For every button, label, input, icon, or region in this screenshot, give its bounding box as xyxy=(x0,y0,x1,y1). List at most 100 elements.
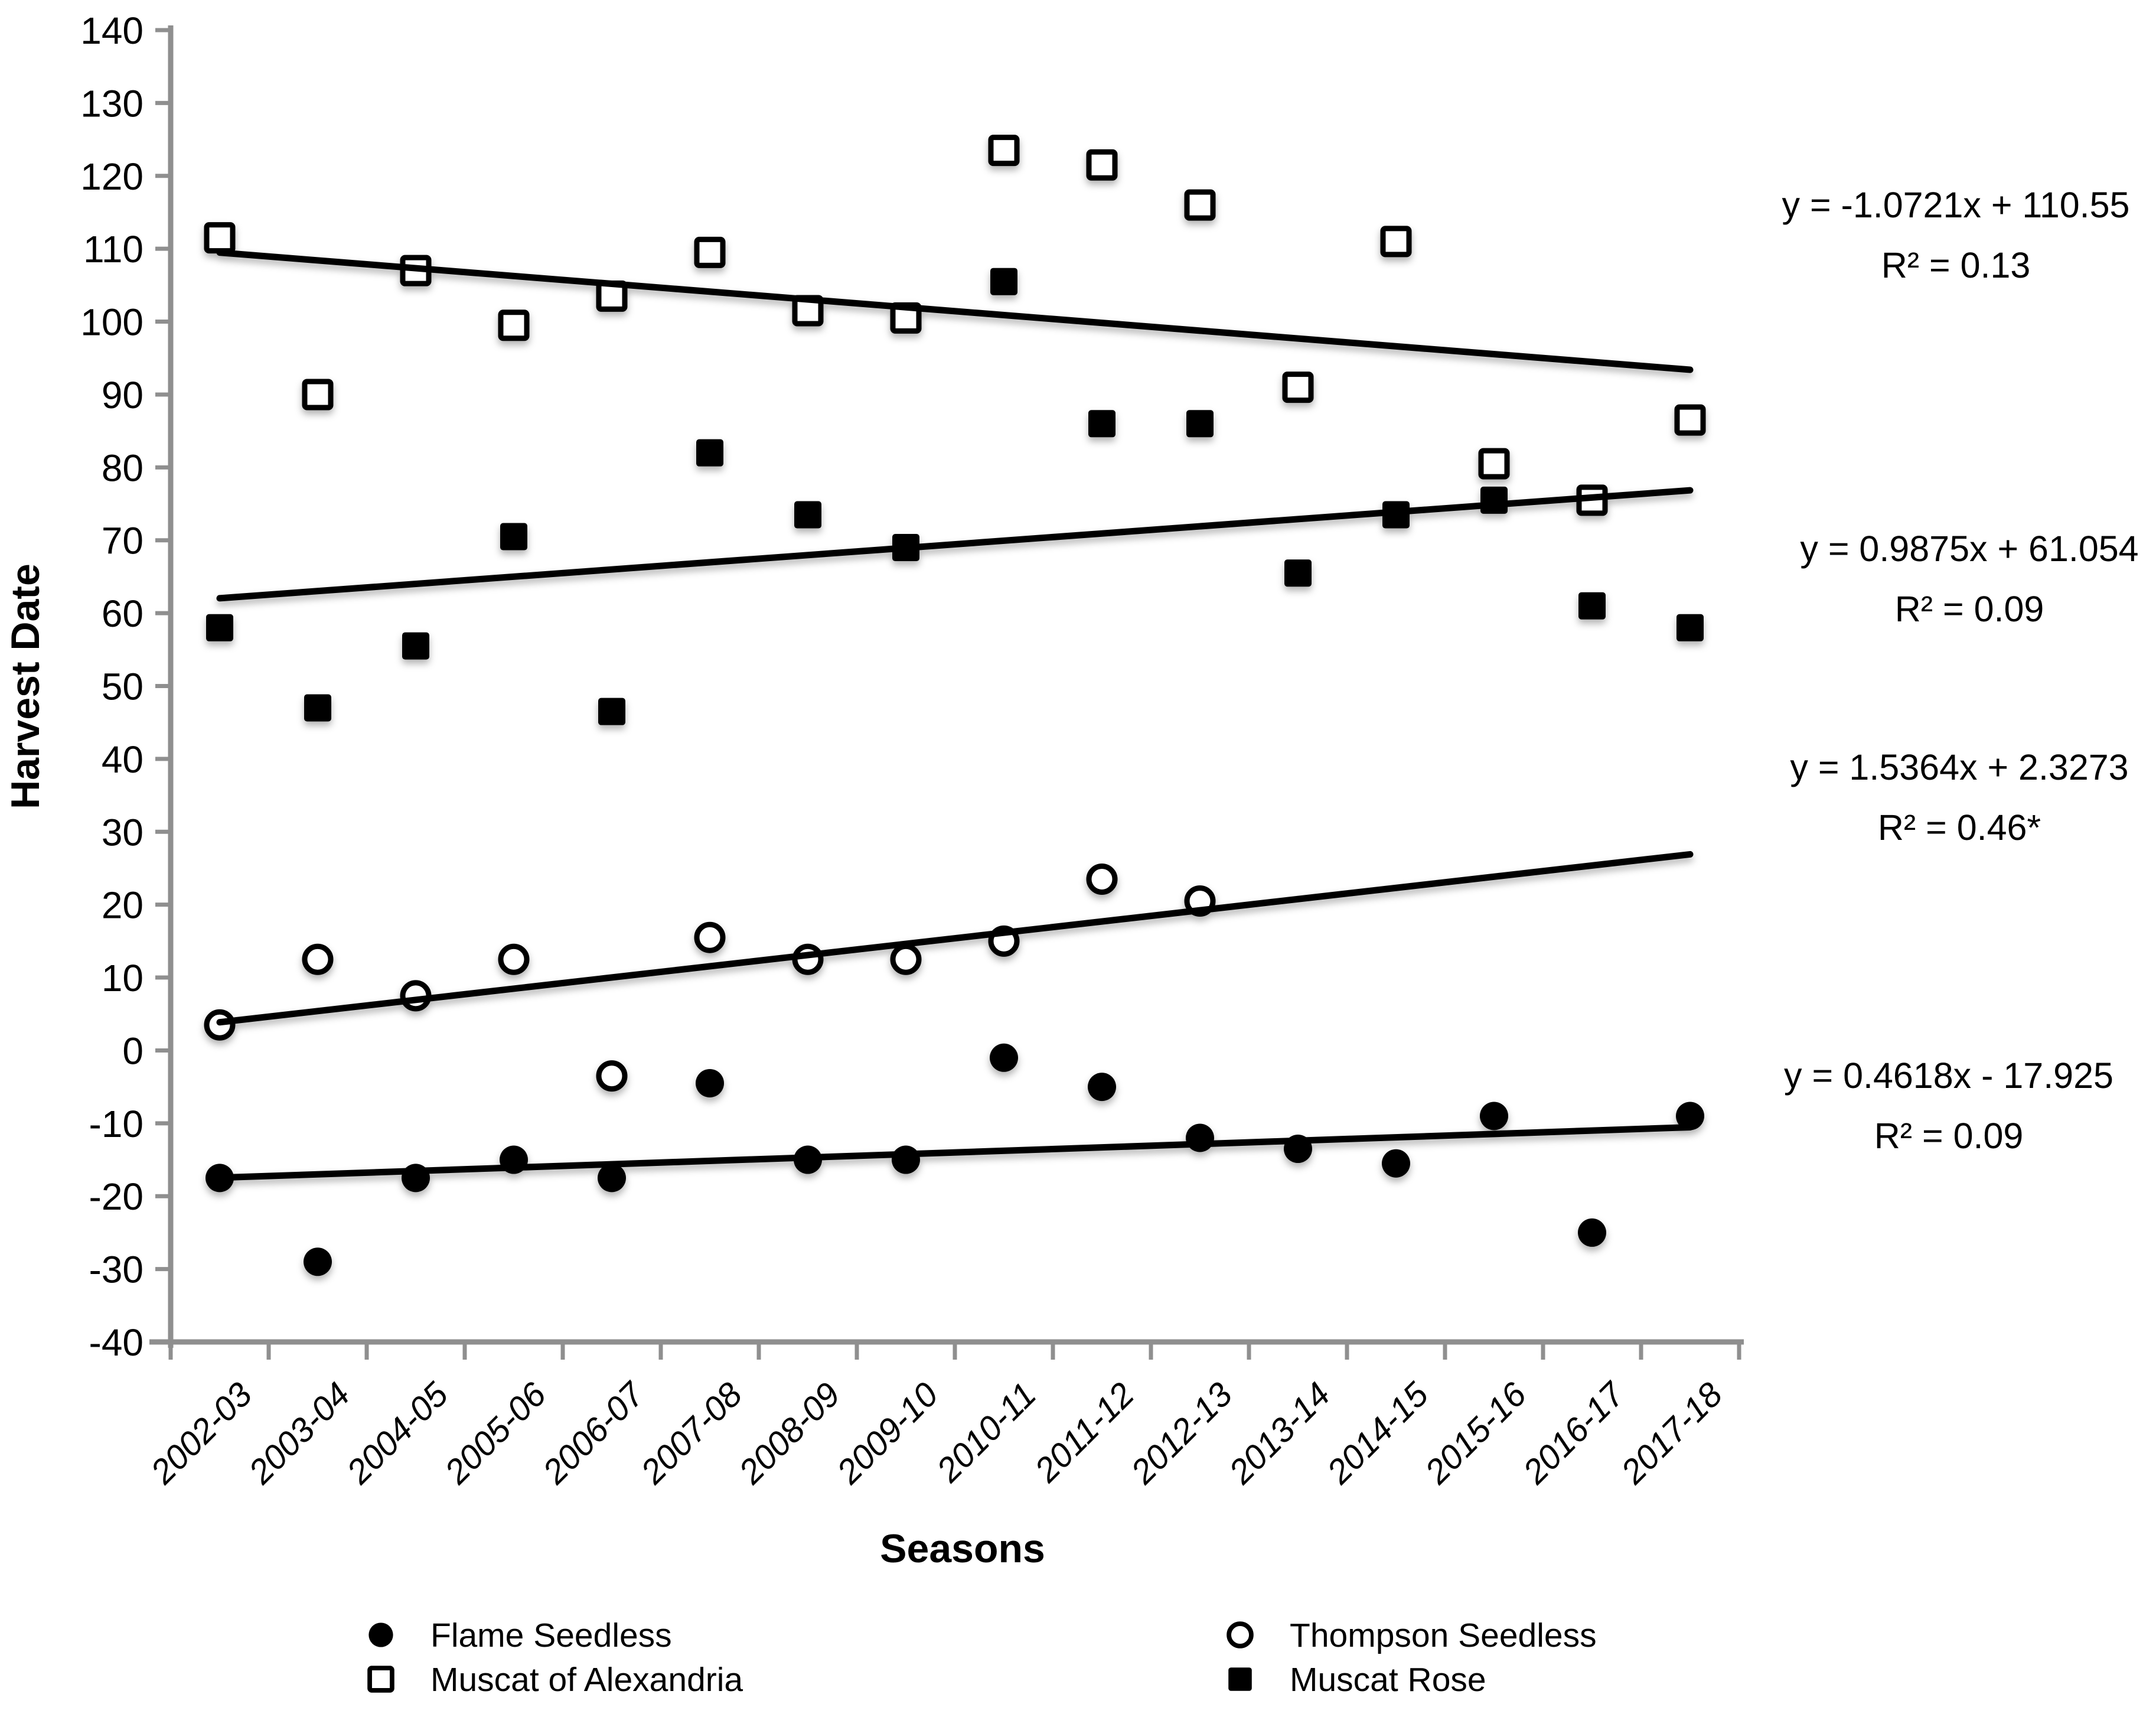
equation-text: y = 1.5364x + 2.3273 xyxy=(1790,747,2128,787)
x-tick-label: 2004-05 xyxy=(339,1375,456,1492)
equation-r2: R² = 0.46* xyxy=(1878,807,2041,848)
equation-r2: R² = 0.13 xyxy=(1881,245,2031,285)
legend-label: Muscat of Alexandria xyxy=(430,1661,743,1699)
marker-muscat-rose-2003-04 xyxy=(304,694,331,722)
trendline-muscat-rose xyxy=(216,487,1694,602)
marker-thompson-seedless-2007-08 xyxy=(694,921,726,953)
x-tick-label: 2005-06 xyxy=(437,1375,554,1492)
marker-thompson-seedless-2011-12 xyxy=(1086,863,1118,895)
y-tick-label: 60 xyxy=(102,592,143,635)
legend: Flame Seedless Thompson Seedless Muscat of… xyxy=(367,1617,1597,1699)
marker-muscat-rose-2005-06 xyxy=(500,523,527,550)
axes: 1401301201101009080706050403020100-10-20… xyxy=(80,9,1744,1491)
equation-r2: R² = 0.09 xyxy=(1874,1116,2024,1156)
y-tick-label: 80 xyxy=(102,447,143,489)
x-axis-title: Seasons xyxy=(880,1526,1045,1571)
marker-muscat-rose-2013-14 xyxy=(1284,559,1312,587)
x-tick-label: 2011-12 xyxy=(1027,1375,1141,1490)
legend-item-muscat-of-alexandria: Muscat of Alexandria xyxy=(367,1661,743,1699)
x-tick-label: 2002-03 xyxy=(143,1375,259,1491)
marker-flame-seedless-2009-10 xyxy=(892,1145,920,1174)
marker-muscat-rose-2008-09 xyxy=(794,501,821,529)
marker-muscat-rose-2007-08 xyxy=(696,439,723,467)
equation-flame-seedless: y = 0.4618x - 17.925 R² = 0.09 xyxy=(1784,1055,2113,1156)
equation-thompson-seedless: y = 1.5364x + 2.3273 R² = 0.46* xyxy=(1790,747,2128,848)
y-tick-label: 110 xyxy=(83,228,143,271)
series-muscat-of-alexandria xyxy=(204,135,1706,516)
marker-muscat-of-alexandria-2011-12 xyxy=(1086,149,1118,181)
y-tick-label: 30 xyxy=(102,811,143,853)
marker-muscat-rose-2004-05 xyxy=(402,632,429,660)
marker-muscat-rose-2006-07 xyxy=(598,698,625,725)
equation-text: y = 0.9875x + 61.054 xyxy=(1800,529,2138,569)
marker-muscat-rose-2012-13 xyxy=(1186,410,1214,438)
marker-flame-seedless-2017-18 xyxy=(1676,1102,1704,1130)
legend-item-flame-seedless: Flame Seedless xyxy=(368,1617,672,1654)
y-tick-label: 70 xyxy=(102,520,143,562)
marker-muscat-of-alexandria-2014-15 xyxy=(1380,226,1412,258)
x-tick-label: 2015-16 xyxy=(1417,1375,1534,1492)
y-axis-title: Harvest Date xyxy=(3,563,48,809)
y-tick-label: 20 xyxy=(102,884,143,927)
marker-flame-seedless-2007-08 xyxy=(696,1068,724,1097)
y-tick-label: 130 xyxy=(80,82,143,125)
legend-item-muscat-rose: Muscat Rose xyxy=(1228,1661,1486,1699)
marker-muscat-of-alexandria-2002-03 xyxy=(204,222,236,254)
marker-muscat-of-alexandria-2015-16 xyxy=(1478,448,1510,480)
y-tick-label: -20 xyxy=(89,1175,144,1218)
y-tick-label: 140 xyxy=(80,9,143,52)
trendline-flame-seedless xyxy=(216,1123,1694,1181)
marker-muscat-rose-2011-12 xyxy=(1088,410,1115,438)
marker-flame-seedless-2016-17 xyxy=(1578,1218,1606,1247)
x-tick-label: 2003-04 xyxy=(241,1375,357,1491)
marker-muscat-rose-2015-16 xyxy=(1480,486,1508,514)
series-thompson-seedless xyxy=(204,863,1216,1092)
legend-label: Thompson Seedless xyxy=(1290,1617,1597,1654)
marker-muscat-of-alexandria-2017-18 xyxy=(1674,404,1706,436)
marker-flame-seedless-2011-12 xyxy=(1088,1073,1116,1102)
marker-thompson-seedless-2005-06 xyxy=(498,943,530,975)
marker-muscat-rose-2002-03 xyxy=(206,614,233,641)
marker-flame-seedless-2014-15 xyxy=(1382,1149,1410,1178)
marker-flame-seedless-2006-07 xyxy=(598,1164,626,1193)
plot-area xyxy=(204,135,1706,1276)
equation-muscat-rose: y = 0.9875x + 61.054 R² = 0.09 xyxy=(1800,529,2138,629)
equation-r2: R² = 0.09 xyxy=(1895,589,2044,629)
legend-label: Flame Seedless xyxy=(430,1617,672,1654)
marker-muscat-of-alexandria-2010-11 xyxy=(988,135,1020,167)
series-muscat-rose xyxy=(206,268,1704,725)
x-tick-label: 2006-07 xyxy=(535,1374,653,1491)
marker-muscat-rose-2010-11 xyxy=(990,268,1017,295)
legend-marker-muscat-of-alexandria xyxy=(367,1666,394,1693)
marker-thompson-seedless-2003-04 xyxy=(302,943,334,975)
x-tick-label: 2016-17 xyxy=(1515,1374,1633,1491)
marker-flame-seedless-2015-16 xyxy=(1480,1102,1508,1130)
legend-marker-thompson-seedless xyxy=(1227,1621,1254,1648)
x-tick-label: 2012-13 xyxy=(1123,1375,1240,1491)
x-tick-label: 2008-09 xyxy=(731,1375,847,1491)
marker-muscat-of-alexandria-2003-04 xyxy=(302,379,334,410)
y-tick-label: 10 xyxy=(102,957,143,999)
x-tick-label: 2010-11 xyxy=(929,1375,1043,1490)
x-tick-label: 2014-15 xyxy=(1319,1375,1436,1492)
x-tick-label: 2013-14 xyxy=(1221,1375,1338,1491)
y-tick-label: 120 xyxy=(80,155,143,198)
y-tick-label: -30 xyxy=(89,1249,144,1291)
legend-marker-flame-seedless xyxy=(368,1622,393,1647)
y-tick-label: 50 xyxy=(102,666,143,708)
marker-muscat-of-alexandria-2012-13 xyxy=(1184,189,1216,221)
y-tick-label: -40 xyxy=(89,1321,144,1364)
marker-muscat-of-alexandria-2013-14 xyxy=(1282,372,1314,403)
y-tick-label: 40 xyxy=(102,738,143,781)
y-tick-label: 100 xyxy=(80,301,143,344)
marker-thompson-seedless-2006-07 xyxy=(596,1060,628,1092)
trendline-thompson-seedless xyxy=(216,851,1694,1026)
marker-muscat-rose-2016-17 xyxy=(1578,592,1606,620)
trendline-muscat-of-alexandria xyxy=(216,249,1694,373)
y-tick-label: 0 xyxy=(122,1029,143,1072)
marker-muscat-of-alexandria-2005-06 xyxy=(498,309,530,341)
marker-thompson-seedless-2009-10 xyxy=(890,943,922,975)
equation-text: y = -1.0721x + 110.55 xyxy=(1782,185,2130,225)
